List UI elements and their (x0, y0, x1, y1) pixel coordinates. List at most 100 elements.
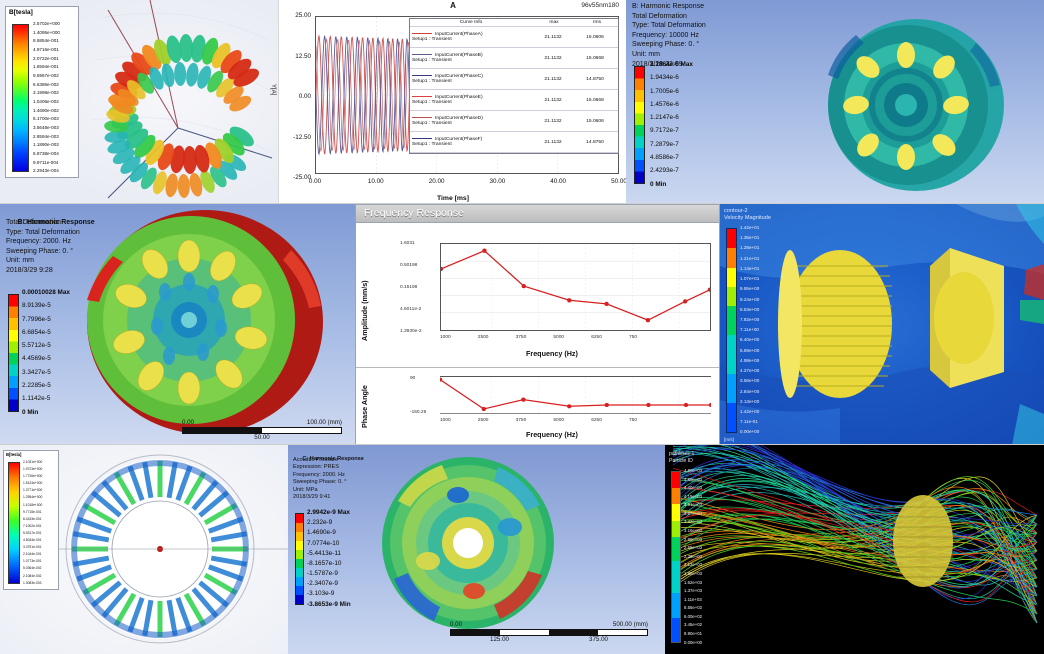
harmonic-2000hz-title: B: Harmonic Response (17, 218, 95, 226)
harmonic-10000hz-header: B: Harmonic Response Total Deformation T… (632, 3, 706, 68)
pathlines-value-2: 4.40e+03 (684, 485, 703, 491)
legend-curve-name: InputCurrent(PhaseB) (435, 53, 483, 58)
amplitude-data-point (482, 248, 487, 253)
divider-horizontal-top (0, 203, 1044, 204)
legend-max-value: 21.1132 (544, 55, 562, 61)
color-swatch (672, 585, 680, 594)
stator-slot (127, 597, 145, 633)
legend-rms-value: 15.0606 (586, 34, 604, 40)
harmonic-10000hz-color-bar (634, 66, 645, 184)
motor-section-value-4: 1.3771e+000 (23, 488, 43, 493)
harmonic-2000hz-value-6: 3.3427e-5 (22, 368, 51, 376)
stator-tooth (216, 77, 235, 98)
stator-slot (175, 597, 193, 633)
stator-tooth (197, 65, 212, 89)
legend-curve-setup: Setup1 : Transient (412, 37, 452, 42)
motor-section-value-7: 9.7715e-001 (23, 509, 42, 514)
color-swatch (672, 536, 680, 545)
phase-x-axis-title: Frequency (Hz) (526, 430, 578, 439)
fluent-velocity-value-2: 1.28e+01 (740, 245, 760, 251)
color-swatch (672, 512, 680, 521)
legend-rows: InputCurrent(PhaseA) Setup1 : Transient 21… (410, 27, 618, 153)
fluent-velocity-value-6: 9.95e+00 (740, 286, 760, 292)
fluent-velocity-value-20: 0.00e+00 (740, 429, 760, 435)
x-tick: 50.00 (611, 178, 627, 185)
stator-slot (142, 461, 154, 499)
streamline (672, 445, 1038, 525)
maxwell-legend-value-9: 1.0406e-002 (33, 98, 59, 104)
motor-section-value-12: 3.3791e-001 (23, 545, 42, 550)
fluent-velocity-value-12: 5.69e+00 (740, 347, 760, 353)
pathlines-value-14: 1.37e+03 (684, 588, 703, 594)
acoustic-value-2: 1.4690e-9 (307, 529, 336, 537)
motor-section-value-10: 5.9317e-001 (23, 530, 42, 535)
fluent-velocity-value-5: 1.07e+01 (740, 276, 760, 282)
current-chart-x-ticks: 0.00 10.00 20.00 30.00 40.00 50.00 (309, 178, 627, 188)
fluent-velocity-value-19: 7.11e-01 (740, 419, 758, 425)
stator-tooth (177, 173, 190, 198)
acoustic-value-0: 2.9942e-9 Max (307, 509, 350, 516)
phase-plot-box (437, 376, 714, 414)
fluent-velocity-value-1: 1.35e+01 (740, 235, 760, 241)
maxwell-legend-value-0: 2.5702e+000 (33, 21, 60, 26)
harmonic-10000hz-value-4: 1.2147e-6 (650, 114, 679, 122)
maxwell-legend-value-12: 3.5648e-003 (33, 124, 59, 130)
stator-tooth (134, 134, 156, 158)
motor-section-value-17: 1.3083e-003 (23, 580, 42, 585)
stator-tooth (222, 133, 245, 156)
y-tick: 12.50 (295, 52, 311, 60)
amplitude-y-axis-title: Amplitude (mm/s) (360, 280, 369, 341)
amplitude-series (438, 244, 713, 330)
scale-bar-bottom-labels: 125.00 375.00 (450, 636, 648, 644)
pathlines-value-3: 4.19e+03 (684, 493, 703, 499)
scale-mid1-label: 125.00 (490, 636, 509, 643)
amplitude-data-point (645, 318, 651, 323)
phase-data-point (604, 402, 609, 408)
harmonic-10000hz-value-7: 4.8586e-7 (650, 153, 679, 161)
scale-bar-acoustic: 0.00 500.00 (mm) 125.00 375.00 (450, 621, 648, 644)
amplitude-y-tick: 0.50198 (400, 263, 418, 268)
stator-slot (191, 479, 219, 511)
color-swatch (727, 277, 736, 287)
acoustic-value-3: 7.0774e-10 (307, 539, 340, 547)
stator-slot (198, 490, 230, 518)
fan-cfd-model (720, 204, 1044, 445)
legend-curve-cell: InputCurrent(PhaseF) Setup1 : Transient (410, 136, 532, 148)
color-swatch (672, 488, 680, 497)
maxwell-legend-value-2: 8.6854e-001 (33, 38, 59, 44)
current-chart-legend: Curve Info max rms InputCurrent(PhaseA) S… (409, 18, 619, 154)
legend-max-value: 21.1132 (544, 139, 562, 145)
legend-color-swatch (412, 54, 432, 56)
acoustic-value-6: -1.5787e-9 (307, 570, 338, 578)
stator-slot (90, 490, 122, 518)
color-swatch (727, 373, 736, 384)
color-swatch (727, 402, 736, 413)
color-swatch (672, 633, 680, 642)
maxwell-legend-value-14: 1.1890e-003 (33, 142, 59, 148)
scale-left-label: 0.00 (450, 621, 463, 628)
pathlines-value-0: 4.86e+03 (684, 468, 703, 473)
legend-max-value: 21.1132 (544, 76, 562, 82)
harmonic-10000hz-legend-values: 2.1864e-6 Max 1.9434e-6 1.7005e-6 1.4576e-6… (650, 61, 693, 188)
phase-series (437, 377, 714, 413)
maxwell-legend-value-8: 3.1998e-002 (33, 90, 59, 96)
y-tick: 25.00 (295, 12, 311, 19)
pathlines-value-15: 1.11e+03 (684, 596, 702, 602)
motor-section-value-3: 1.5124e+000 (23, 481, 43, 486)
stator-slot (101, 479, 129, 511)
legend-max-value: 21.1132 (544, 34, 562, 40)
harmonic-10000hz-value-2: 1.7005e-6 (650, 87, 679, 95)
motor-section-legend-title: B[tesla] (6, 452, 22, 457)
stator-tooth (165, 173, 178, 198)
harmonic-2000hz-value-8: 1.1142e-5 (22, 395, 51, 403)
divider-horizontal-bottom (0, 444, 1044, 445)
fluent-velocity-value-11: 6.40e+00 (740, 337, 760, 343)
color-swatch (672, 544, 680, 553)
panel-harmonic-response-2000hz: B: Harmonic Response Total Deformation T… (0, 204, 355, 445)
amplitude-data-point (682, 299, 688, 304)
stator-tooth (117, 88, 139, 107)
frequency-response-titlebar[interactable]: Frequency Response (356, 205, 719, 223)
phase-x-tick: 750 (629, 418, 638, 423)
phase-y-axis-title: Phase Angle (360, 385, 369, 428)
stator-slot (113, 471, 137, 506)
